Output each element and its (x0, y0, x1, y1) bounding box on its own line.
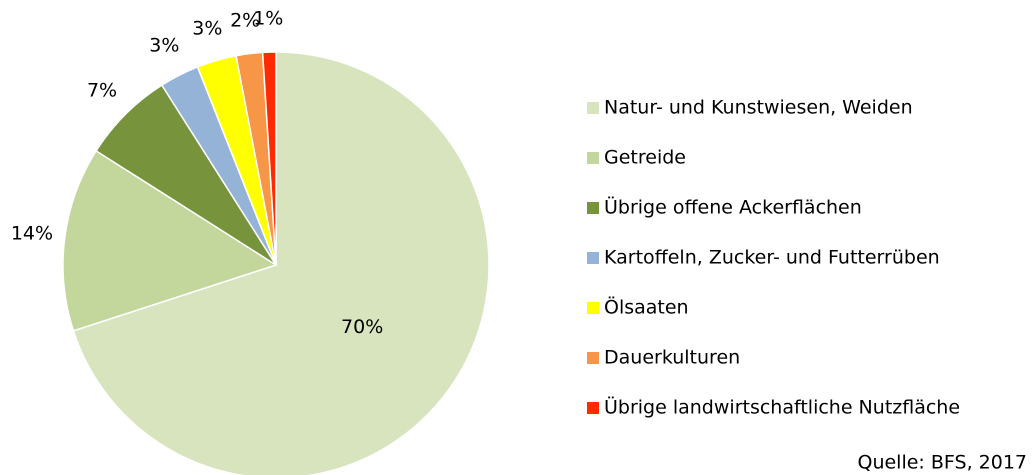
legend-label: Kartoffeln, Zucker- und Futterrüben (604, 247, 940, 269)
legend-label: Übrige offene Ackerflächen (604, 196, 862, 219)
legend-swatch (587, 352, 599, 364)
legend-swatch (587, 402, 599, 414)
data-label: 7% (87, 80, 117, 102)
legend-swatch (587, 152, 599, 164)
data-label: 2% (230, 9, 260, 31)
data-label: 3% (149, 34, 179, 56)
source: Quelle: BFS, 2017 (858, 452, 1028, 474)
legend-label: Übrige landwirtschaftliche Nutzfläche (604, 396, 960, 419)
data-label: 14% (11, 223, 53, 245)
data-label: 1% (253, 8, 283, 30)
legend-label: Getreide (604, 147, 686, 169)
pie-slice (72, 51, 490, 475)
legend-swatch (587, 202, 599, 214)
legend-swatch (587, 302, 599, 314)
legend-label: Ölsaaten (604, 296, 689, 319)
legend-label: Dauerkulturen (604, 347, 740, 369)
legend-swatch (587, 102, 599, 114)
data-label: 3% (192, 17, 222, 39)
pie-slice (261, 51, 277, 266)
data-label: 70% (341, 316, 383, 338)
legend-swatch (587, 252, 599, 264)
legend-label: Natur- und Kunstwiesen, Weiden (604, 97, 913, 119)
pie-slice (62, 149, 278, 332)
